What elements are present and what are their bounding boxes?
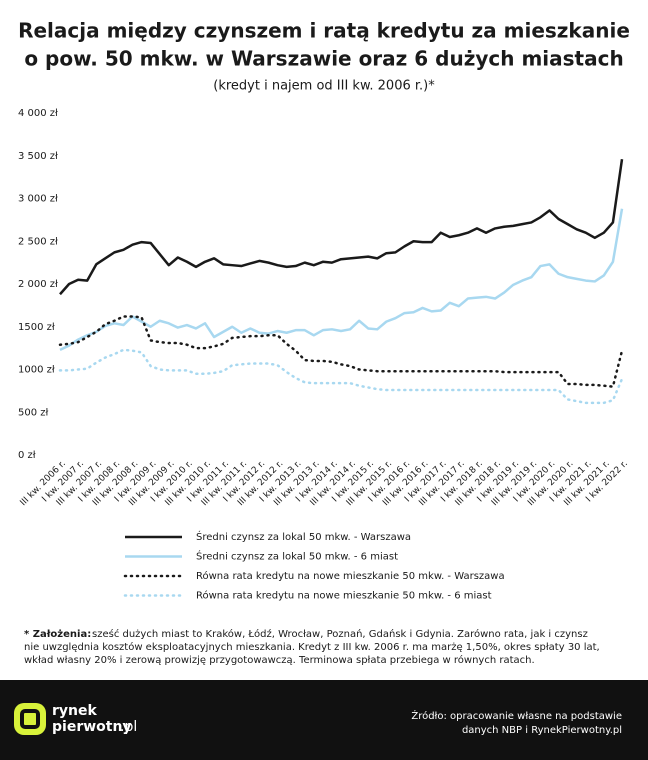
y-tick-label: 2 000 zł	[18, 279, 58, 290]
series-line	[59, 158, 624, 296]
y-tick-label: 4 000 zł	[18, 108, 58, 119]
y-tick-label: 1500 zł	[18, 322, 55, 333]
note-text: sześć dużych miast to Kraków, Łódź, Wroc…	[92, 628, 588, 640]
y-tick-label: 2 500 zł	[18, 236, 58, 247]
legend-label: Średni czynsz za lokal 50 mkw. - 6 miast	[196, 550, 398, 563]
legend-label: Równa rata kredytu na nowe mieszkanie 50…	[196, 570, 505, 582]
source: danych NBP i RynekPierwotny.pl	[462, 725, 622, 736]
logo-text: .pl	[120, 719, 137, 735]
y-tick-label: 3 500 zł	[18, 151, 58, 162]
y-tick-label: 0 zł	[18, 450, 36, 461]
note-text: wkład własny 20% i zerową prowizję przyg…	[24, 654, 535, 666]
y-tick-label: 1000 zł	[18, 365, 55, 376]
series-line	[59, 208, 624, 351]
logo-icon-inner	[20, 709, 40, 729]
logo-icon	[14, 703, 46, 735]
y-tick-label: 3 000 zł	[18, 194, 58, 205]
series-line	[58, 315, 624, 388]
legend-label: Średni czynsz za lokal 50 mkw. - Warszaw…	[196, 530, 411, 543]
chart-title: Relacja między czynszem i ratą kredytu z…	[18, 19, 630, 43]
y-tick-label: 500 zł	[18, 407, 49, 418]
note-label: * Założenia:	[24, 629, 91, 640]
series-line	[58, 348, 624, 405]
legend-label: Równa rata kredytu na nowe mieszkanie 50…	[196, 590, 492, 602]
chart-subtitle: (kredyt i najem od III kw. 2006 r.)*	[213, 79, 435, 94]
logo-text: rynek	[52, 703, 97, 719]
source: Źródło: opracowanie własne na podstawie	[411, 709, 622, 722]
chart-title: o pow. 50 mkw. w Warszawie oraz 6 dużych…	[24, 47, 623, 71]
note-text: nie uwzględnia kosztów eksploatacyjnych …	[24, 641, 600, 653]
logo-text: pierwotny	[52, 719, 132, 735]
footer	[0, 680, 648, 760]
